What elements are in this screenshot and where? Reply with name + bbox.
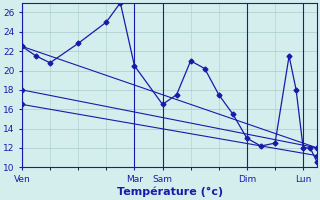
X-axis label: Température (°c): Température (°c) bbox=[116, 187, 223, 197]
